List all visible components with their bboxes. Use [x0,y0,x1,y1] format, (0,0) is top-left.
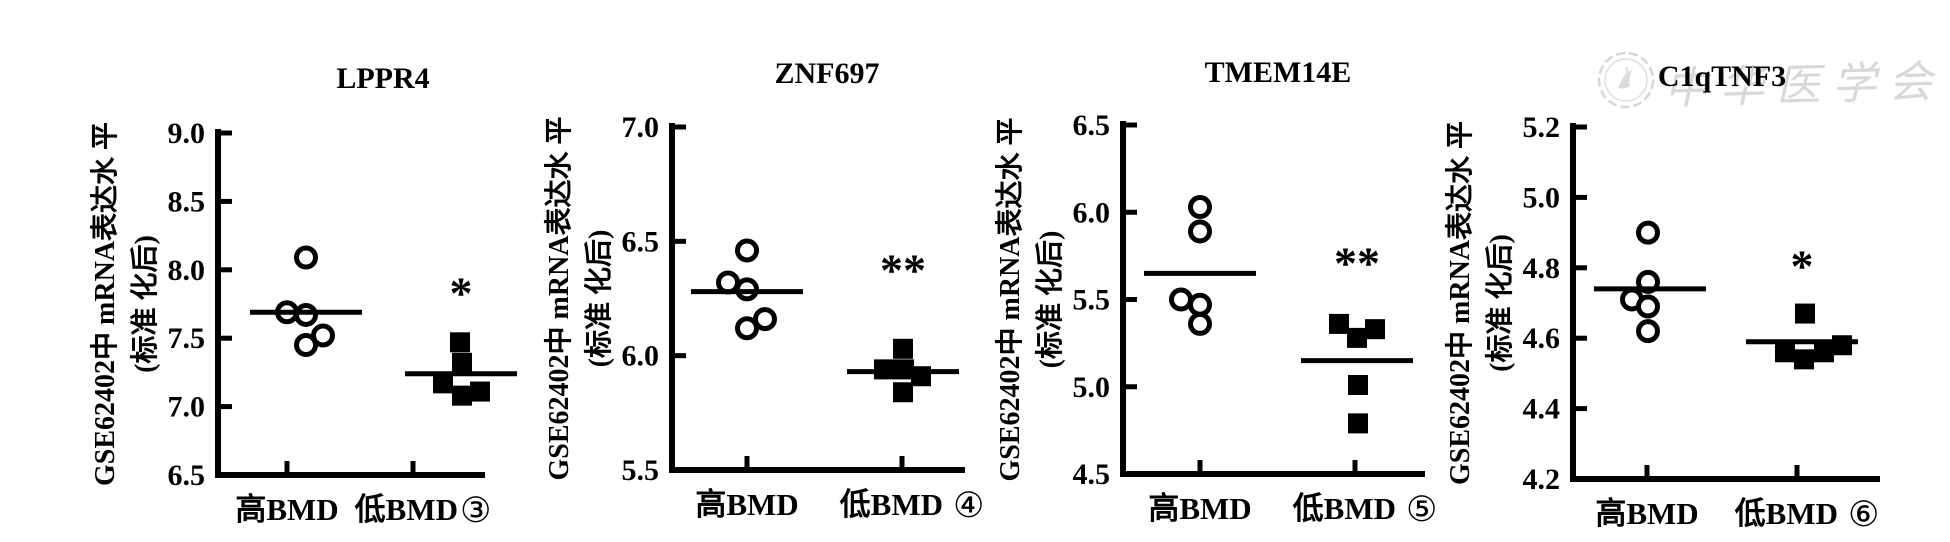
group-label-low-bmd: 低BMD ④ [839,486,985,526]
y-tick-label: 5.5 [622,454,660,487]
panel-number: ⑤ [1406,490,1437,530]
data-point-open-circle [1188,219,1212,244]
y-tick-label: 6.0 [622,340,660,373]
data-point-filled-square [893,382,913,403]
data-point-filled-square [1795,303,1815,324]
significance-marker: * [1791,241,1814,292]
data-point-filled-square [433,373,453,394]
data-point-open-circle [735,316,759,341]
data-point-open-circle [294,302,318,327]
group-label-high-bmd: 高BMD [695,487,798,522]
data-point-open-circle [1169,287,1193,312]
y-tick-label: 8.0 [168,254,206,287]
group-label-low-bmd: 低BMD③ [354,491,492,531]
y-axis-label-line1: GSE62402中 mRNA表达水 平 [543,116,575,480]
y-tick-label: 4.8 [1523,252,1561,285]
group-label-high-bmd: 高BMD [1595,496,1698,531]
series-low-bmd [1301,313,1413,434]
y-axis-label-line2: (标准 化后) [1484,234,1516,372]
panel-TMEM14E: TMEM14E GSE62402中 mRNA表达水 平 (标准 化后) 6.5 6.0 5… [994,56,1437,530]
y-tick-label: 4.4 [1523,393,1561,426]
data-point-filled-square [1794,349,1814,370]
panel-number: ⑥ [1848,495,1879,535]
panel-title: ZNF697 [775,57,880,90]
y-tick-label: 6.5 [168,459,206,492]
panel-LPPR4: LPPR4 GSE62402中 mRNA表达水 平 (标准 化后) 9.0 8.5 8.0… [89,62,517,531]
series-low-bmd [847,338,959,403]
panel-ZNF697: ZNF697 GSE62402中 mRNA表达水 平 (标准 化后) 7.0 6.5 6.… [543,57,984,526]
panel-number: ④ [953,486,984,526]
panel-title: LPPR4 [336,62,429,95]
data-point-filled-square [470,381,490,402]
y-tick-label: 5.0 [1523,181,1561,214]
data-point-open-circle [1188,195,1212,220]
y-tick-label: 4.2 [1523,463,1561,496]
series-high-bmd [691,238,803,341]
significance-marker: * [450,268,473,319]
series-high-bmd [250,245,362,358]
y-tick-label: 5.5 [1073,284,1111,317]
data-point-filled-square [450,332,470,353]
data-point-open-circle [735,238,759,263]
data-point-filled-square [1775,342,1795,363]
y-axis-label-line1: GSE62402中 mRNA表达水 平 [89,122,121,486]
panel-title: C1qTNF3 [1658,60,1786,93]
data-point-filled-square [1814,342,1834,363]
data-point-filled-square [893,338,913,359]
panel-number: ③ [460,491,491,531]
data-point-open-circle [1636,294,1660,319]
y-axis-label-line1: GSE62402中 mRNA表达水 平 [1444,121,1476,485]
y-tick-label: 5.2 [1523,111,1561,144]
group-label-high-bmd: 高BMD [235,492,338,527]
data-point-filled-square [1832,335,1852,356]
series-low-bmd [1746,303,1858,370]
y-tick-label: 5.0 [1073,371,1111,404]
data-point-open-circle [1636,220,1660,245]
group-label-low-bmd: 低BMD ⑤ [1292,490,1438,530]
y-tick-label: 6.5 [1073,109,1111,142]
y-tick-label: 4.6 [1523,322,1561,355]
y-tick-label: 4.5 [1073,458,1111,491]
data-point-open-circle [1636,319,1660,344]
significance-marker: ** [1334,238,1380,289]
data-point-filled-square [452,385,472,406]
data-point-open-circle [294,245,318,270]
y-tick-label: 6.5 [622,225,660,258]
y-tick-label: 8.5 [168,185,206,218]
data-point-filled-square [1329,313,1349,334]
data-point-open-circle [1188,311,1212,336]
group-label-high-bmd: 高BMD [1148,491,1251,526]
data-point-open-circle [294,333,318,358]
data-point-filled-square [1365,319,1385,340]
y-axis-label-line2: (标准 化后) [583,230,615,368]
series-low-bmd [405,332,517,406]
y-axis-label-line2: (标准 化后) [1034,231,1066,369]
panel-C1qTNF3: C1qTNF3 GSE62402中 mRNA表达水 平 (标准 化后) 5.2 5.0 4… [1444,60,1880,535]
data-point-filled-square [1348,413,1368,434]
panel-title: TMEM14E [1205,56,1352,89]
y-tick-label: 9.0 [168,117,206,150]
series-high-bmd [1594,220,1706,344]
data-point-filled-square [452,352,472,373]
series-high-bmd [1144,195,1256,336]
y-tick-label: 7.5 [168,322,206,355]
data-point-filled-square [1347,327,1367,348]
data-point-open-circle [1188,292,1212,317]
y-tick-label: 7.0 [168,391,206,424]
data-point-filled-square [1348,375,1368,396]
data-point-open-circle [311,323,335,348]
y-tick-label: 7.0 [622,111,660,144]
y-axis-label-line1: GSE62402中 mRNA表达水 平 [994,117,1026,481]
data-point-open-circle [753,307,777,332]
group-label-low-bmd: 低BMD ⑥ [1734,495,1880,535]
significance-marker: ** [880,244,926,295]
y-axis-label-line2: (标准 化后) [129,235,161,373]
y-tick-label: 6.0 [1073,196,1111,229]
